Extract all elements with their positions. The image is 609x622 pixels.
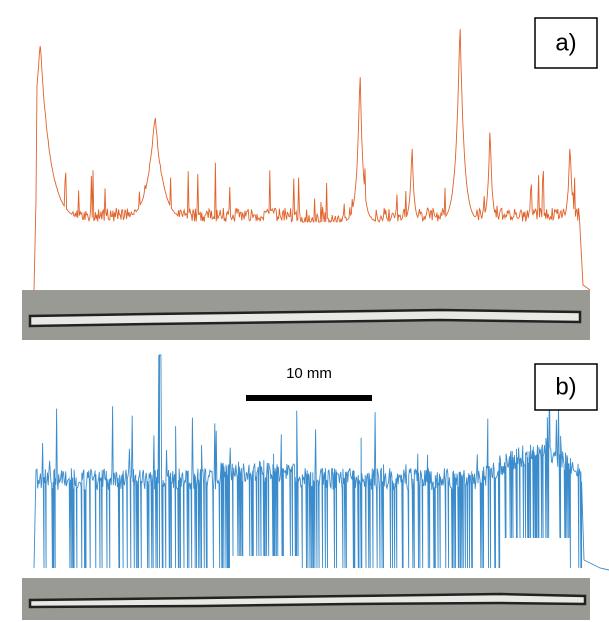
trace-b: [33, 354, 609, 571]
weld-bead-b: [28, 592, 587, 609]
traces: [33, 29, 609, 571]
scale-bar-label: 10 mm: [286, 365, 332, 382]
trace-a: [33, 29, 591, 291]
panel-label: b): [555, 373, 576, 400]
weld-bead-a: [28, 308, 582, 328]
label-box-b: [534, 363, 598, 411]
panel-label: a): [555, 29, 576, 56]
label-box-a: [534, 17, 598, 69]
